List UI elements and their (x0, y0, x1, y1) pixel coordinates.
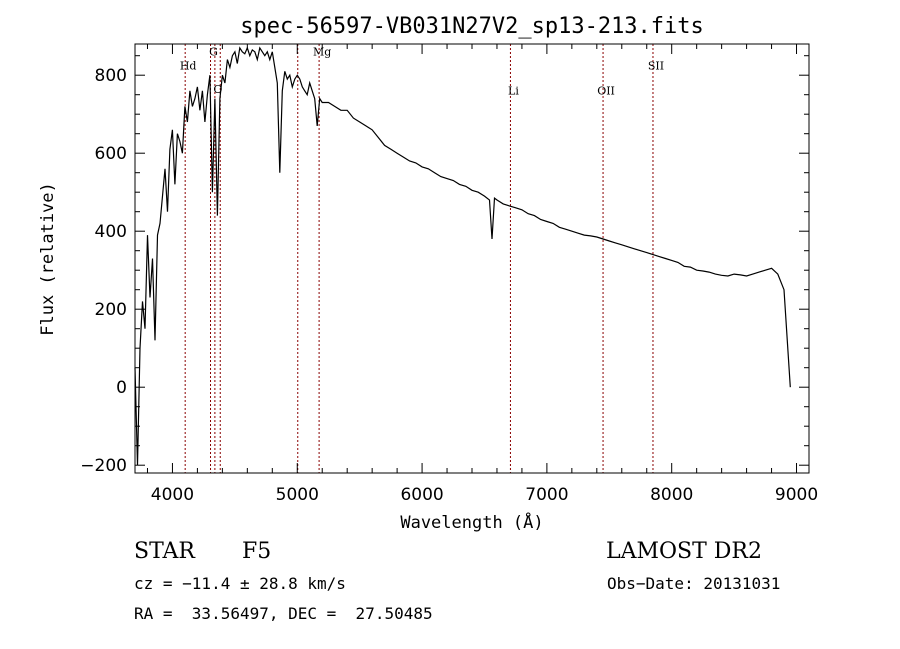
obs-date: Obs−Date: 20131031 (607, 574, 781, 593)
emission-line-markers (184, 44, 654, 473)
x-tick-label: 9000 (775, 485, 818, 505)
coordinates: RA = 33.56497, DEC = 27.50485 (134, 604, 433, 623)
plot-frame (134, 43, 810, 474)
y-axis-ticks: −200 0 200 400 600 800 (80, 55, 809, 476)
line-marker-label: Mg (313, 46, 331, 59)
line-marker-label: O (213, 83, 222, 96)
x-tick-label: 6000 (400, 485, 443, 505)
x-tick-label: 5000 (276, 485, 319, 505)
line-marker-label: Li (508, 85, 519, 98)
y-tick-label: 200 (95, 300, 127, 320)
x-tick-label: 7000 (525, 485, 568, 505)
line-marker-label: G (209, 46, 218, 59)
object-subclass: F5 (242, 539, 272, 564)
object-class: STAR (134, 539, 195, 564)
y-tick-label: 800 (95, 66, 127, 86)
x-axis-ticks: 4000 5000 6000 7000 8000 9000 (146, 44, 818, 505)
y-tick-label: 400 (95, 222, 127, 242)
emission-line-labels: Hd G O Mg Li OII SII (180, 46, 664, 98)
x-axis-label: Wavelength (Å) (400, 511, 543, 533)
spectrum-line (134, 46, 791, 466)
line-marker-label: Hd (180, 59, 197, 72)
y-axis-label: Flux (relative) (38, 182, 58, 336)
redshift-line: cz = −11.4 ± 28.8 km/s (134, 574, 346, 593)
y-tick-label: 600 (95, 144, 127, 164)
chart-title: spec-56597-VB031N27V2_sp13-213.fits (240, 14, 704, 39)
y-tick-label: −200 (80, 456, 127, 476)
x-tick-label: 4000 (151, 485, 194, 505)
line-marker-label: SII (648, 59, 664, 72)
survey-name: LAMOST DR2 (606, 539, 762, 564)
y-tick-label: 0 (116, 378, 127, 398)
line-marker-label: OII (597, 85, 615, 98)
x-tick-label: 8000 (650, 485, 693, 505)
